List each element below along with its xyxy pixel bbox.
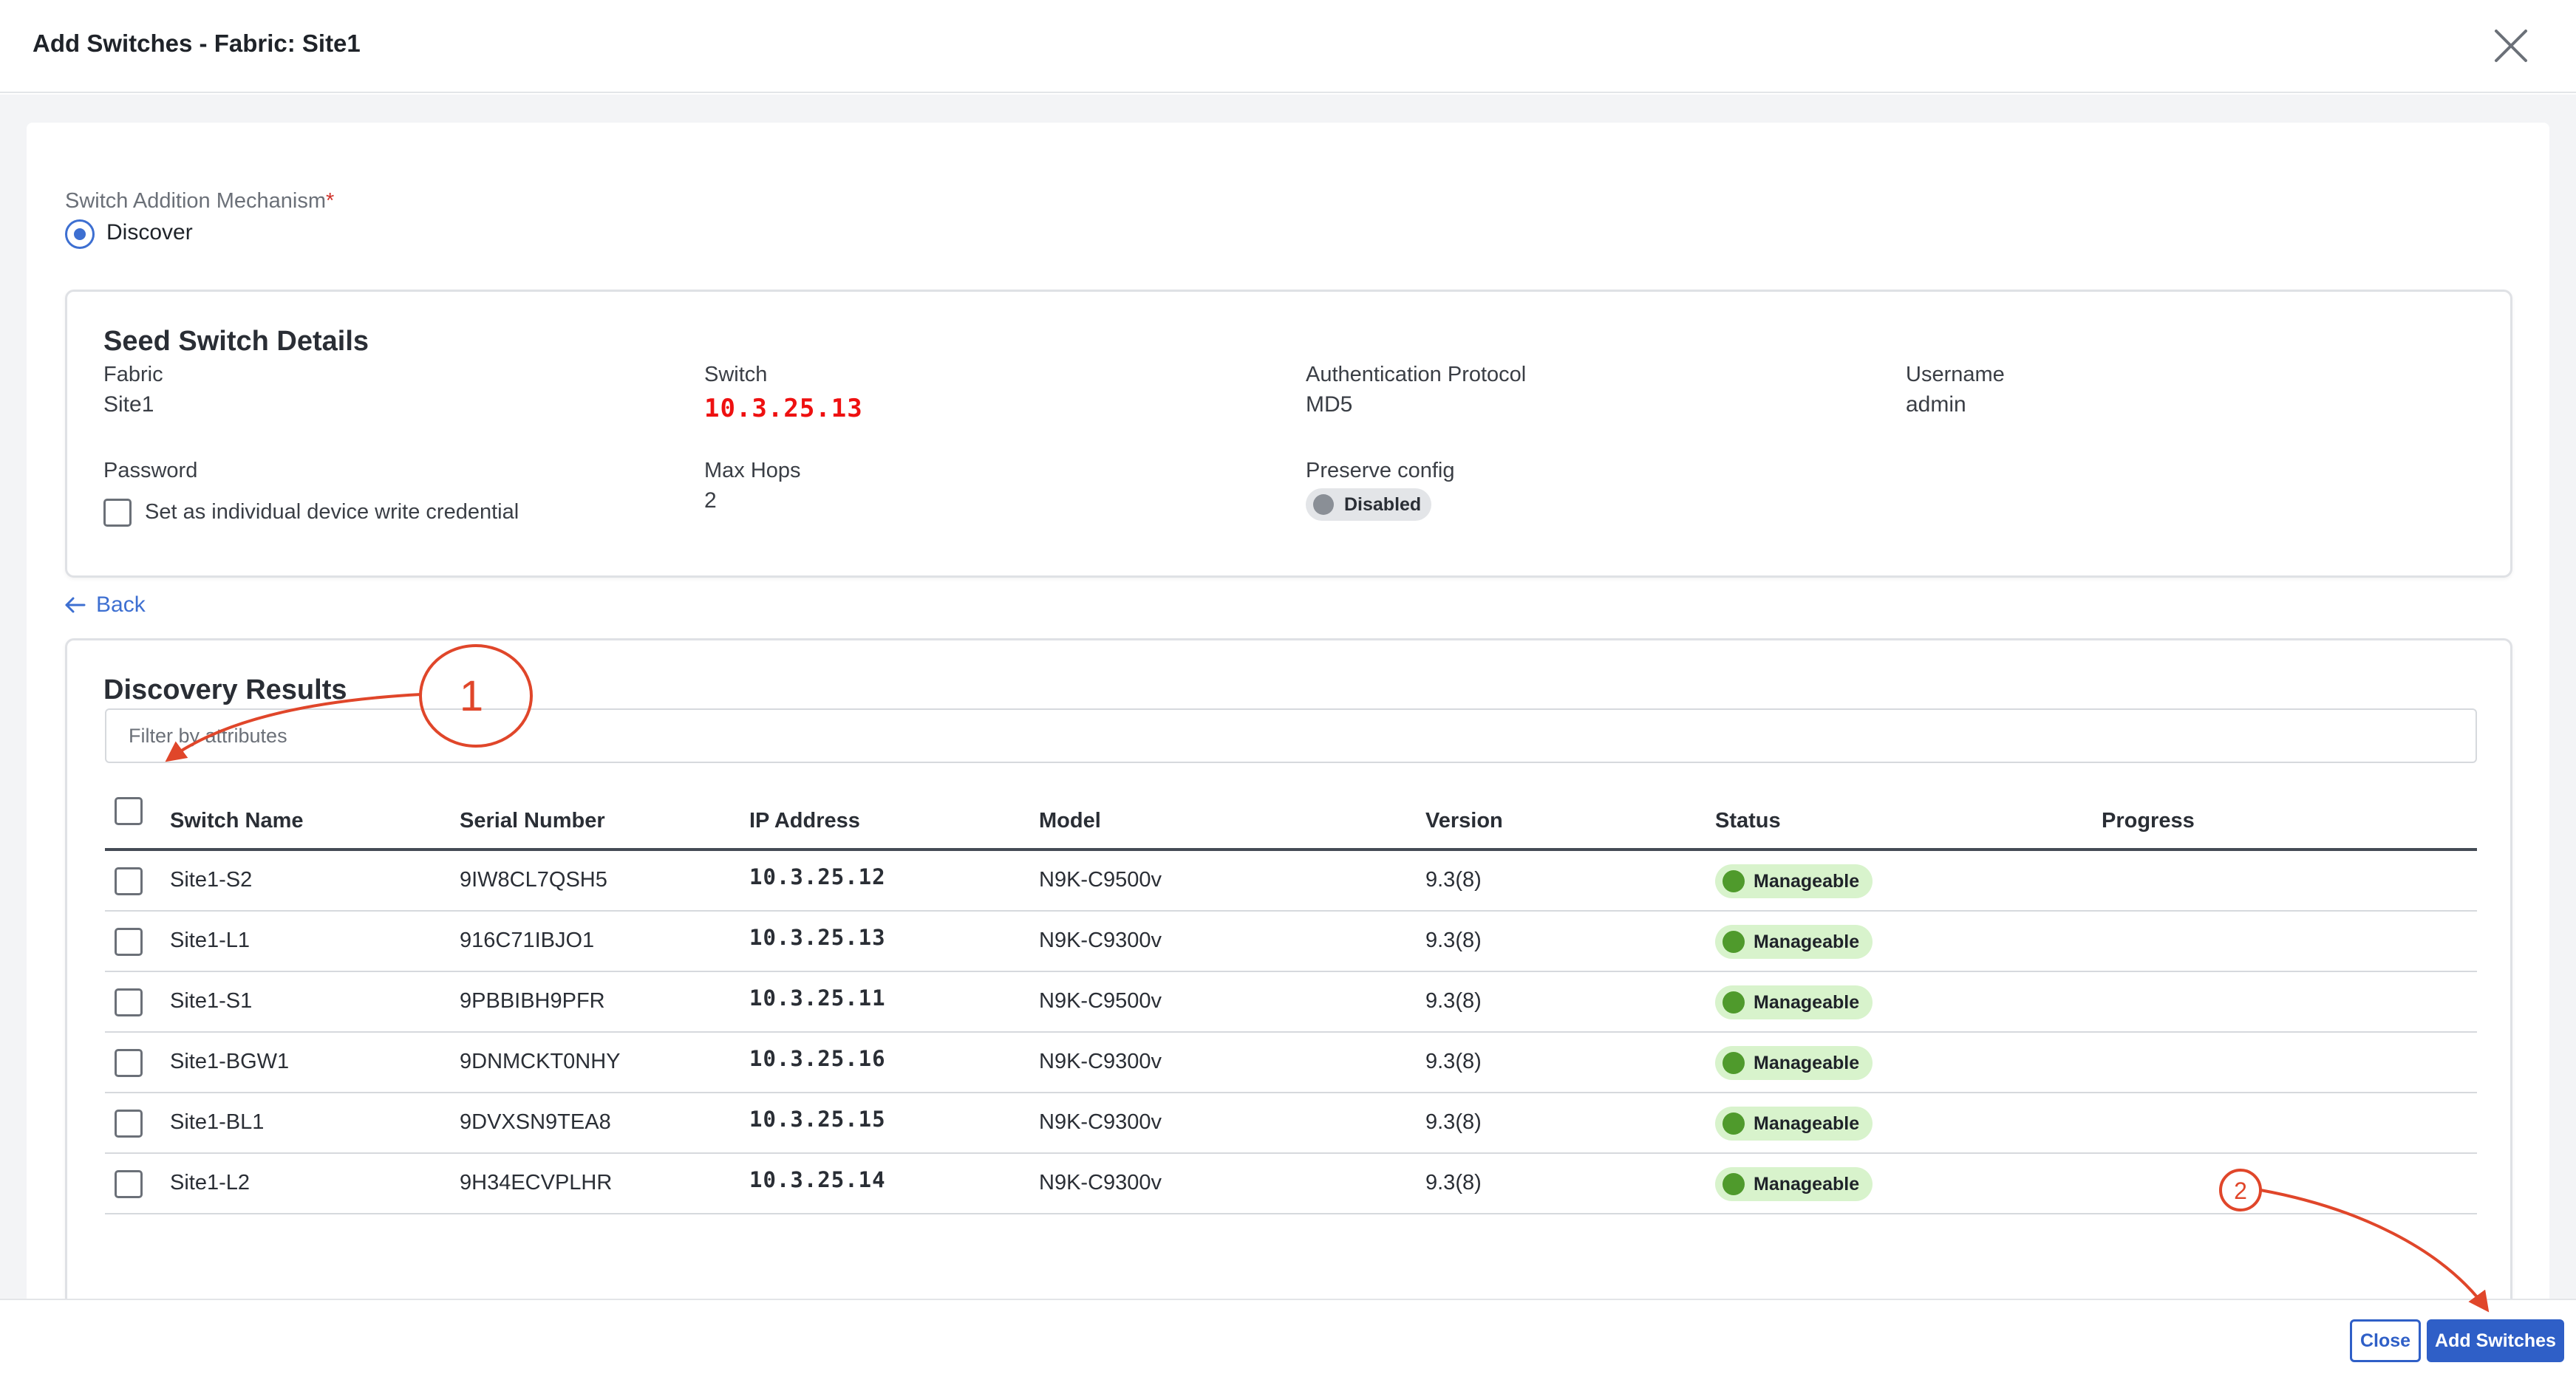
row-switch-name: Site1-BL1 <box>170 1110 265 1134</box>
status-badge: Manageable <box>1715 985 1873 1019</box>
row-model: N9K-C9500v <box>1039 868 1162 892</box>
row-version: 9.3(8) <box>1425 989 1482 1013</box>
row-serial: 9DVXSN9TEA8 <box>460 1110 611 1134</box>
dialog-title: Add Switches - Fabric: Site1 <box>33 30 361 57</box>
table-row[interactable]: Site1-S2 9IW8CL7QSH5 10.3.25.12 N9K-C950… <box>105 851 2477 912</box>
status-badge: Manageable <box>1715 925 1873 959</box>
close-icon[interactable] <box>2492 27 2530 65</box>
seed-switch-card: Seed Switch Details Fabric Site1 Switch … <box>65 290 2512 578</box>
row-switch-name: Site1-BGW1 <box>170 1050 290 1073</box>
row-switch-name: Site1-S1 <box>170 989 253 1013</box>
row-ip: 10.3.25.13 <box>749 925 886 950</box>
discover-radio[interactable] <box>65 219 95 249</box>
write-credential-checkbox[interactable] <box>103 499 132 527</box>
col-status[interactable]: Status <box>1715 809 1781 833</box>
row-model: N9K-C9300v <box>1039 1171 1162 1194</box>
status-badge: Manageable <box>1715 1046 1873 1080</box>
row-model: N9K-C9500v <box>1039 989 1162 1013</box>
dialog-footer: Close Add Switches <box>0 1299 2576 1374</box>
row-serial: 9PBBIBH9PFR <box>460 989 605 1013</box>
dialog-header: Add Switches - Fabric: Site1 <box>0 0 2576 93</box>
fabric-label: Fabric <box>103 363 163 386</box>
row-checkbox[interactable] <box>115 1110 143 1138</box>
row-model: N9K-C9300v <box>1039 929 1162 952</box>
dialog-body: Switch Addition Mechanism* Discover Seed… <box>0 95 2576 1347</box>
row-checkbox[interactable] <box>115 988 143 1016</box>
discovery-title: Discovery Results <box>103 674 347 705</box>
discover-radio-label[interactable]: Discover <box>106 220 193 245</box>
username-value: admin <box>1906 392 1966 417</box>
row-serial: 9H34ECVPLHR <box>460 1171 613 1194</box>
back-label[interactable]: Back <box>96 592 146 617</box>
close-button[interactable]: Close <box>2350 1319 2421 1362</box>
add-switches-button[interactable]: Add Switches <box>2427 1319 2564 1362</box>
row-checkbox[interactable] <box>115 1170 143 1198</box>
col-version[interactable]: Version <box>1425 809 1503 833</box>
col-switch-name[interactable]: Switch Name <box>170 809 304 833</box>
row-version: 9.3(8) <box>1425 1110 1482 1134</box>
row-switch-name: Site1-L2 <box>170 1171 251 1194</box>
row-switch-name: Site1-L1 <box>170 929 251 952</box>
row-switch-name: Site1-S2 <box>170 868 253 892</box>
col-ip-address[interactable]: IP Address <box>749 809 860 833</box>
row-model: N9K-C9300v <box>1039 1110 1162 1134</box>
row-version: 9.3(8) <box>1425 868 1482 892</box>
row-checkbox[interactable] <box>115 867 143 895</box>
auth-protocol-value: MD5 <box>1306 392 1353 417</box>
switch-label: Switch <box>704 363 768 386</box>
filter-input[interactable] <box>105 708 2477 763</box>
row-ip: 10.3.25.16 <box>749 1046 886 1071</box>
row-model: N9K-C9300v <box>1039 1050 1162 1073</box>
col-serial-number[interactable]: Serial Number <box>460 809 605 833</box>
max-hops-value: 2 <box>704 488 717 513</box>
row-ip: 10.3.25.11 <box>749 985 886 1011</box>
max-hops-label: Max Hops <box>704 459 801 482</box>
status-badge: Manageable <box>1715 864 1873 898</box>
row-version: 9.3(8) <box>1425 929 1482 952</box>
row-serial: 9IW8CL7QSH5 <box>460 868 607 892</box>
select-all-checkbox[interactable] <box>115 797 143 825</box>
mechanism-label: Switch Addition Mechanism* <box>65 189 335 213</box>
table-header-divider <box>105 848 2477 851</box>
required-mark: * <box>326 189 335 213</box>
row-serial: 916C71IBJO1 <box>460 929 595 952</box>
username-label: Username <box>1906 363 2005 386</box>
password-label: Password <box>103 459 198 482</box>
status-badge: Manageable <box>1715 1167 1873 1201</box>
fabric-value: Site1 <box>103 392 154 417</box>
auth-protocol-label: Authentication Protocol <box>1306 363 1527 386</box>
row-version: 9.3(8) <box>1425 1050 1482 1073</box>
row-ip: 10.3.25.12 <box>749 864 886 889</box>
col-progress[interactable]: Progress <box>2102 809 2195 833</box>
back-link[interactable]: Back <box>65 592 146 618</box>
row-ip: 10.3.25.14 <box>749 1167 886 1192</box>
switch-value: 10.3.25.13 <box>704 394 863 423</box>
content-panel: Switch Addition Mechanism* Discover Seed… <box>27 123 2549 1347</box>
table-row[interactable]: Site1-BL1 9DVXSN9TEA8 10.3.25.15 N9K-C93… <box>105 1093 2477 1154</box>
row-ip: 10.3.25.15 <box>749 1107 886 1132</box>
row-serial: 9DNMCKT0NHY <box>460 1050 621 1073</box>
arrow-left-icon <box>65 597 86 613</box>
table-row[interactable]: Site1-S1 9PBBIBH9PFR 10.3.25.11 N9K-C950… <box>105 972 2477 1033</box>
preserve-config-toggle[interactable]: Disabled <box>1306 488 1432 521</box>
table-row[interactable]: Site1-L2 9H34ECVPLHR 10.3.25.14 N9K-C930… <box>105 1154 2477 1214</box>
preserve-config-label: Preserve config <box>1306 459 1455 482</box>
row-version: 9.3(8) <box>1425 1171 1482 1194</box>
row-checkbox[interactable] <box>115 1049 143 1077</box>
table-row[interactable]: Site1-BGW1 9DNMCKT0NHY 10.3.25.16 N9K-C9… <box>105 1033 2477 1093</box>
write-credential-label[interactable]: Set as individual device write credentia… <box>145 500 519 524</box>
status-badge: Manageable <box>1715 1107 1873 1141</box>
discovery-results-card: Discovery Results Switch Name Serial Num… <box>65 638 2512 1347</box>
table-row[interactable]: Site1-L1 916C71IBJO1 10.3.25.13 N9K-C930… <box>105 912 2477 972</box>
col-model[interactable]: Model <box>1039 809 1101 833</box>
row-checkbox[interactable] <box>115 928 143 956</box>
seed-card-title: Seed Switch Details <box>103 326 369 357</box>
